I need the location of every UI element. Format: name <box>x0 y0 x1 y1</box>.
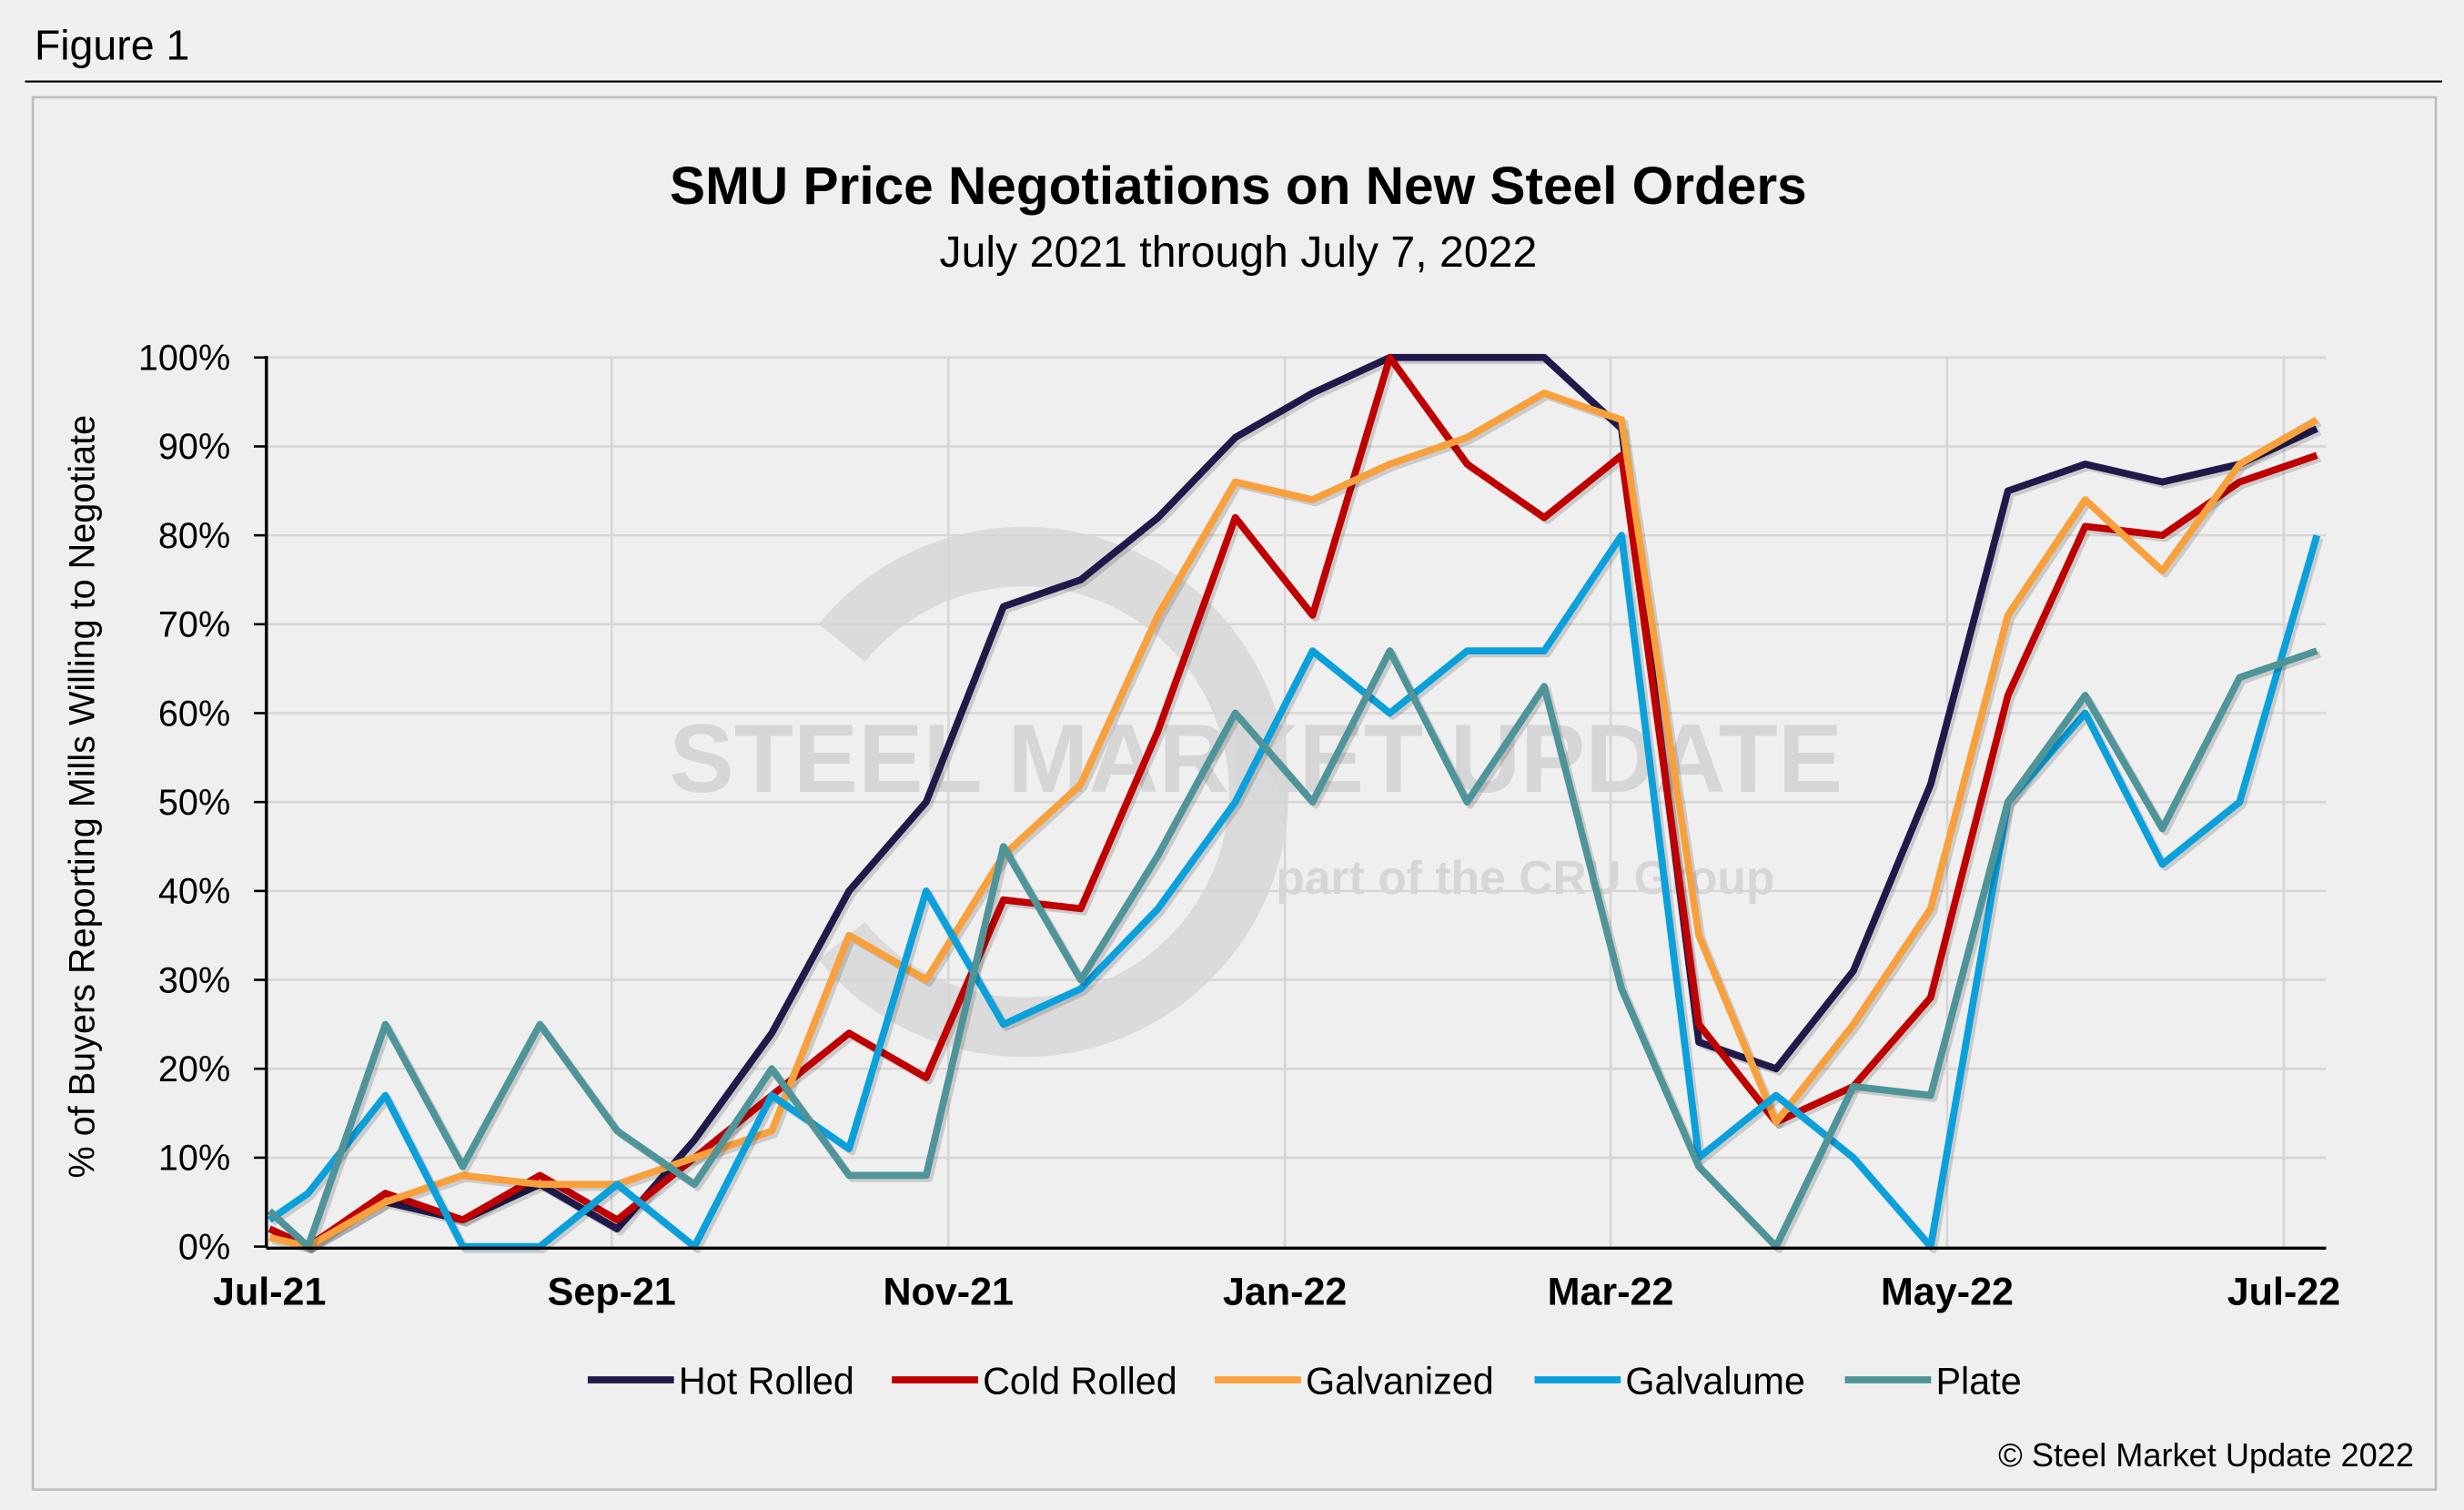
series-line-galvanized <box>268 390 2319 1251</box>
series-line-plate <box>267 647 2318 1251</box>
x-axis-ticks: Jul-21 Sep-21 Nov-21 Jan-22 Mar-22 May-22 Jul-… <box>213 1270 2340 1313</box>
x-tick-label: Jul-22 <box>2227 1270 2340 1313</box>
x-tick-label: Nov-21 <box>883 1270 1014 1313</box>
legend: Hot Rolled Cold Rolled Galvanized Galvalume… <box>587 1361 2022 1403</box>
chart-subtitle: July 2021 through July 7, 2022 <box>940 228 1538 277</box>
y-axis-ticks: 0% 10% 20% 30% 40% 50% 60% 70% 80% 90% 100% <box>138 339 267 1267</box>
y-tick-label: 0% <box>178 1227 230 1267</box>
y-tick-label: 60% <box>158 694 230 734</box>
series-line-galvalume <box>268 532 2321 1251</box>
y-tick-label: 40% <box>158 872 230 912</box>
chart-title: SMU Price Negotiations on New Steel Orde… <box>670 157 1807 216</box>
legend-label: Plate <box>1936 1361 2022 1403</box>
legend-label: Cold Rolled <box>983 1361 1177 1403</box>
y-axis-title: % of Buyers Reporting Mills Willing to N… <box>62 415 102 1179</box>
legend-label: Galvanized <box>1306 1361 1494 1403</box>
y-tick-label: 80% <box>158 516 230 556</box>
copyright: © Steel Market Update 2022 <box>1998 1436 2414 1474</box>
y-tick-label: 50% <box>158 783 230 823</box>
y-tick-label: 20% <box>158 1049 230 1089</box>
y-tick-label: 100% <box>138 339 230 379</box>
series-line-hot-rolled <box>268 353 2318 1251</box>
watermark-tagline: part of the CRU Group <box>1276 851 1774 904</box>
x-tick-label: Jul-21 <box>213 1270 326 1313</box>
watermark-swoosh <box>818 526 1289 1058</box>
x-tick-label: Sep-21 <box>548 1270 676 1313</box>
series-shadow <box>270 534 2324 1253</box>
y-tick-label: 90% <box>158 427 230 467</box>
y-tick-label: 10% <box>158 1139 230 1179</box>
y-tick-label: 30% <box>158 960 230 1000</box>
legend-label: Hot Rolled <box>679 1361 854 1403</box>
series-line-cold-rolled <box>268 353 2318 1251</box>
y-tick-label: 70% <box>158 605 230 645</box>
series-lines <box>267 353 2324 1253</box>
figure-label: Figure 1 <box>35 21 190 68</box>
x-tick-label: Jan-22 <box>1223 1270 1347 1313</box>
x-tick-label: Mar-22 <box>1548 1270 1674 1313</box>
legend-label: Galvalume <box>1625 1361 1805 1403</box>
x-tick-label: May-22 <box>1881 1270 2014 1313</box>
